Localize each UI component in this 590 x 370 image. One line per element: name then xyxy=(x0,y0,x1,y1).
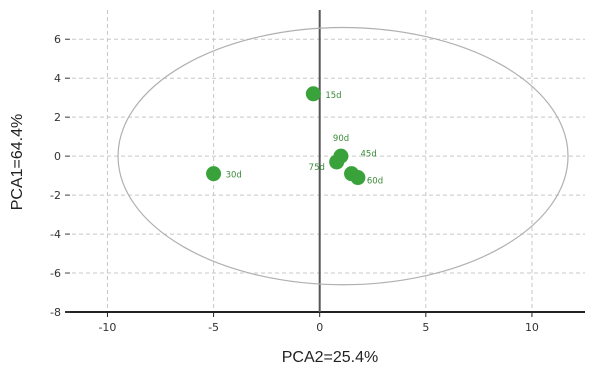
x-axis-title: PCA2=25.4% xyxy=(282,349,379,366)
tick-labels: -10 -5 0 5 10 6 4 2 0 -2 -4 -6 -8 xyxy=(50,33,539,334)
point-label-30d: 30d xyxy=(226,171,242,181)
y-tick-label: 0 xyxy=(54,150,61,163)
y-tick-label: -2 xyxy=(50,189,61,202)
y-tick-label: -8 xyxy=(50,306,61,319)
x-tick-label: 5 xyxy=(422,321,429,334)
scatter-point-15d xyxy=(305,86,321,102)
point-label-90d: 90d xyxy=(333,134,349,144)
confidence-ellipse xyxy=(117,26,569,286)
scatter-point-75d xyxy=(329,154,345,170)
y-axis-title: PCA1=64.4% xyxy=(9,114,26,211)
point-label-75d: 75d xyxy=(309,163,325,173)
data-points: 15d 30d 90d 75d 45d 60d xyxy=(206,86,383,187)
y-tick-label: 2 xyxy=(54,111,61,124)
point-label-60d: 60d xyxy=(367,177,383,187)
x-tick-label: -10 xyxy=(98,321,116,334)
grid xyxy=(65,10,585,312)
y-tick-label: -4 xyxy=(50,228,61,241)
x-tick-label: -5 xyxy=(208,321,219,334)
x-tick-label: 10 xyxy=(525,321,539,334)
scatter-point-30d xyxy=(206,166,222,182)
x-tick-label: 0 xyxy=(316,321,323,334)
y-tick-label: 4 xyxy=(54,72,61,85)
y-tick-label: 6 xyxy=(54,33,61,46)
y-tick-label: -6 xyxy=(50,267,61,280)
point-label-15d: 15d xyxy=(325,91,341,101)
axes xyxy=(65,10,585,317)
scatter-point-60d xyxy=(350,170,366,186)
confidence-ellipse-group xyxy=(117,26,569,286)
point-label-45d: 45d xyxy=(361,150,377,160)
